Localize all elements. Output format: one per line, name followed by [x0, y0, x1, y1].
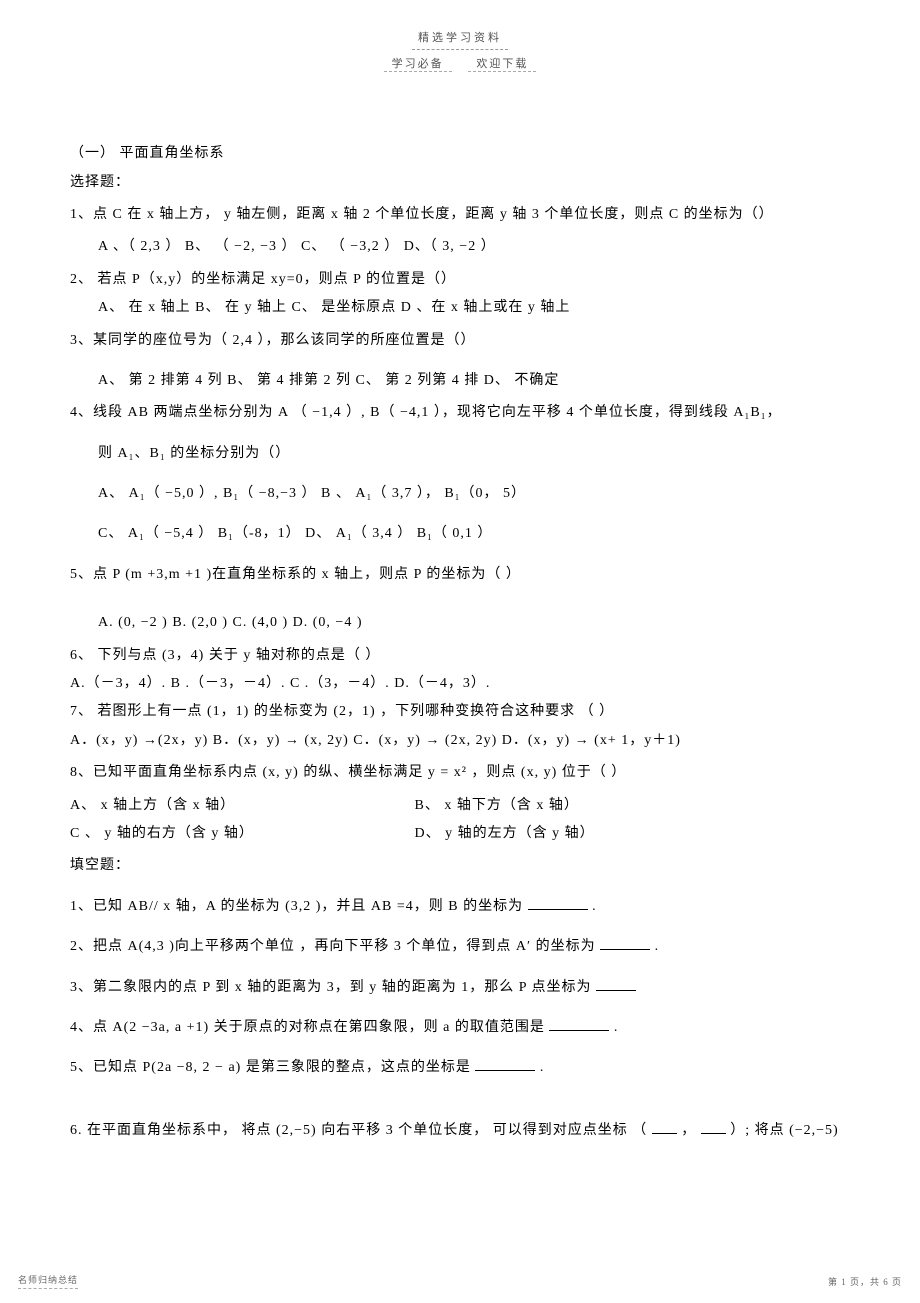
- fill-q3: 3、第二象限内的点 P 到 x 轴的距离为 3，到 y 轴的距离为 1，那么 P…: [70, 977, 850, 999]
- fill-q6-text-a: 6. 在平面直角坐标系中， 将点 (2,−5) 向右平移 3 个单位长度， 可以…: [70, 1123, 647, 1138]
- fill-q6-text-c: ）; 将点 (−2,−5): [730, 1123, 839, 1138]
- q6-options: A.（－3，4）. B .（－3，－4）. C .（3，－4）. D.（－4，3…: [70, 673, 850, 695]
- fill-q2-blank: [600, 937, 650, 951]
- fill-q4-blank: [549, 1017, 609, 1031]
- q8-option-b: B、 x 轴下方（含 x 轴）: [415, 798, 579, 813]
- fill-q1-text-a: 1、已知 AB// x 轴，A 的坐标为 (3,2 )，并且 AB =4，则 B…: [70, 899, 528, 914]
- q7-text: 7、 若图形上有一点 (1，1) 的坐标变为 (2，1) ，下列哪种变换符合这种…: [70, 701, 850, 723]
- footer-left: 名师归纳总结: [18, 1273, 78, 1289]
- q1-options: A 、（ 2,3 ） B、 （ −2, −3 ） C、 （ −3,2 ） D、（…: [70, 236, 850, 258]
- fill-q5: 5、已知点 P(2a −8, 2 − a) 是第三象限的整点，这点的坐标是 .: [70, 1057, 850, 1079]
- page-top-header: 精选学习资料: [70, 30, 850, 52]
- q4-options-cd: C、 A₁（ −5,4 ） B₁（-8，1） D、 A₁（ 3,4 ） B₁（ …: [70, 523, 850, 545]
- fill-q2-text-a: 2、把点 A(4,3 )向上平移两个单位 ，再向下平移 3 个单位，得到点 A′…: [70, 939, 600, 954]
- q2-options: A、 在 x 轴上 B、 在 y 轴上 C、 是坐标原点 D 、在 x 轴上或在…: [70, 297, 850, 319]
- fill-q4-text-a: 4、点 A(2 −3a, a +1) 关于原点的对称点在第四象限，则 a 的取值…: [70, 1020, 549, 1035]
- q8-option-c: C 、 y 轴的右方（含 y 轴）: [70, 823, 410, 845]
- q8-option-d: D、 y 轴的左方（含 y 轴）: [415, 826, 595, 841]
- fill-q6-blank2: [701, 1120, 726, 1134]
- q4-text-line1: 4、线段 AB 两端点坐标分别为 A （ −1,4 ）, B（ −4,1 ），现…: [70, 402, 850, 424]
- section-title: （一） 平面直角坐标系: [70, 143, 850, 165]
- q4-options-ab: A、 A₁（ −5,0 ）, B₁（ −8,−3 ） B 、 A₁（ 3,7 ）…: [70, 483, 850, 505]
- q5-text: 5、点 P (m +3,m +1 )在直角坐标系的 x 轴上，则点 P 的坐标为…: [70, 564, 850, 586]
- document-page: 精选学习资料 学习必备 欢迎下载 （一） 平面直角坐标系 选择题： 1、点 C …: [0, 0, 920, 1303]
- q8-text: 8、已知平面直角坐标系内点 (x, y) 的纵、横坐标满足 y = x² ，则点…: [70, 762, 850, 784]
- q3-options: A、 第 2 排第 4 列 B、 第 4 排第 2 列 C、 第 2 列第 4 …: [70, 370, 850, 392]
- fill-q6-text-b: ，: [681, 1123, 696, 1138]
- fill-q6-blank1: [652, 1120, 677, 1134]
- document-body: （一） 平面直角坐标系 选择题： 1、点 C 在 x 轴上方， y 轴左侧，距离…: [70, 143, 850, 1142]
- fill-q5-blank: [475, 1058, 535, 1072]
- fill-q5-text-b: .: [540, 1060, 545, 1075]
- q6-text: 6、 下列与点 (3，4) 关于 y 轴对称的点是（ ）: [70, 645, 850, 667]
- header-top-text: 精选学习资料: [412, 30, 508, 50]
- fill-q2: 2、把点 A(4,3 )向上平移两个单位 ，再向下平移 3 个单位，得到点 A′…: [70, 936, 850, 958]
- fill-q3-text-a: 3、第二象限内的点 P 到 x 轴的距离为 3，到 y 轴的距离为 1，那么 P…: [70, 980, 596, 995]
- fill-q5-text-a: 5、已知点 P(2a −8, 2 − a) 是第三象限的整点，这点的坐标是: [70, 1060, 475, 1075]
- q8-option-a: A、 x 轴上方（含 x 轴）: [70, 795, 410, 817]
- footer-right: 第 1 页，共 6 页: [828, 1275, 902, 1289]
- fill-q4-text-b: .: [614, 1020, 619, 1035]
- fill-q2-text-b: .: [655, 939, 660, 954]
- page-sub-header: 学习必备 欢迎下载: [70, 56, 850, 74]
- fill-q1-blank: [528, 896, 588, 910]
- fill-q1-text-b: .: [592, 899, 597, 914]
- q8-options-row1: A、 x 轴上方（含 x 轴） B、 x 轴下方（含 x 轴）: [70, 795, 850, 817]
- fill-q3-blank: [596, 977, 636, 991]
- fill-in-label: 填空题：: [70, 855, 850, 877]
- q1-text: 1、点 C 在 x 轴上方， y 轴左侧，距离 x 轴 2 个单位长度，距离 y…: [70, 204, 850, 226]
- header-sub-left: 学习必备: [384, 58, 452, 72]
- header-sub-right: 欢迎下载: [468, 58, 536, 72]
- q4-text-line2: 则 A₁、B₁ 的坐标分别为（）: [70, 443, 850, 465]
- q2-text: 2、 若点 P（x,y）的坐标满足 xy=0，则点 P 的位置是（）: [70, 269, 850, 291]
- q8-options-row2: C 、 y 轴的右方（含 y 轴） D、 y 轴的左方（含 y 轴）: [70, 823, 850, 845]
- q7-options: A．(x，y) →(2x，y) B．(x，y) → (x, 2y) C．(x，y…: [70, 730, 850, 752]
- fill-q4: 4、点 A(2 −3a, a +1) 关于原点的对称点在第四象限，则 a 的取值…: [70, 1017, 850, 1039]
- fill-q6: 6. 在平面直角坐标系中， 将点 (2,−5) 向右平移 3 个单位长度， 可以…: [70, 1120, 850, 1142]
- q5-options: A. (0, −2 ) B. (2,0 ) C. (4,0 ) D. (0, −…: [70, 612, 850, 634]
- q3-text: 3、某同学的座位号为（ 2,4 ），那么该同学的所座位置是（）: [70, 330, 850, 352]
- fill-q1: 1、已知 AB// x 轴，A 的坐标为 (3,2 )，并且 AB =4，则 B…: [70, 896, 850, 918]
- multiple-choice-label: 选择题：: [70, 172, 850, 194]
